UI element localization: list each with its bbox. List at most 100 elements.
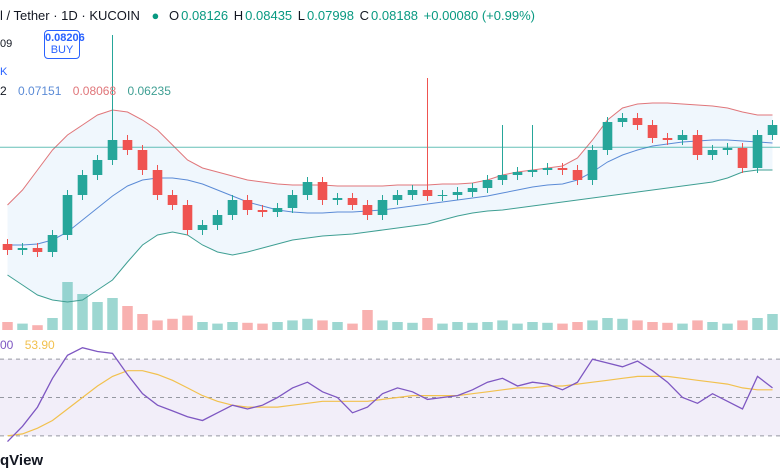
status-dot: ● (151, 8, 160, 23)
volume-bar (557, 323, 568, 330)
candle-body (377, 200, 388, 215)
side-label: 2 (0, 84, 7, 98)
candle-body (17, 248, 28, 250)
candle-body (437, 195, 448, 196)
volume-bar (392, 322, 403, 330)
volume-bar (497, 320, 508, 330)
candle-body (2, 244, 13, 250)
candle-body (662, 138, 673, 140)
candle-body (392, 195, 403, 200)
candle-body (242, 200, 253, 210)
candle-body (587, 150, 598, 180)
candle-body (542, 168, 553, 170)
buy-button[interactable]: 0.08206 BUY (44, 30, 85, 59)
volume-bar (107, 298, 118, 330)
candle-body (557, 168, 568, 170)
volume-bar (257, 323, 268, 330)
bb-value: 0.08068 (72, 84, 117, 98)
side-label: K (0, 66, 8, 78)
volume-bar (767, 314, 778, 330)
volume-bar (437, 323, 448, 330)
candle-body (677, 135, 688, 140)
candle-body (197, 225, 208, 230)
volume-bar (17, 323, 28, 330)
candle-body (647, 125, 658, 138)
candle-body (422, 190, 433, 196)
candle-body (77, 175, 88, 195)
volume-bar (272, 322, 283, 330)
candle-body (632, 118, 643, 125)
volume-bar (62, 282, 73, 330)
rsi-ma-line (7, 370, 773, 437)
candle-body (617, 118, 628, 122)
candle-body (32, 248, 43, 252)
volume-bar (332, 322, 343, 330)
candle-body (737, 148, 748, 168)
volume-bar (362, 310, 373, 330)
volume-bar (752, 318, 763, 330)
volume-bar (152, 320, 163, 330)
volume-bar (287, 320, 298, 330)
ohlc-value: 0.08126 (181, 8, 229, 23)
volume-bar (47, 318, 58, 330)
volume-bar (662, 322, 673, 330)
volume-bar (527, 322, 538, 330)
candle-body (527, 170, 538, 172)
volume-bar (242, 322, 253, 330)
volume-bar (602, 318, 613, 330)
candle-body (272, 208, 283, 212)
candle-body (497, 175, 508, 180)
candle-body (257, 210, 268, 212)
candle-body (212, 215, 223, 225)
buy-label: BUY (50, 44, 74, 56)
volume-bar (737, 320, 748, 330)
candle-body (407, 190, 418, 195)
bb-line (7, 102, 773, 206)
volume-bar (677, 323, 688, 330)
volume-bar (572, 322, 583, 330)
volume-bar (182, 315, 193, 330)
candle-body (452, 192, 463, 195)
candle-body (137, 150, 148, 170)
candle-body (152, 170, 163, 195)
volume-bar (197, 322, 208, 330)
candle-body (572, 170, 583, 180)
candle-body (482, 180, 493, 188)
volume-bar (422, 318, 433, 330)
volume-bar (137, 314, 148, 330)
symbol-title: l / Tether · 1D · KUCOIN (0, 8, 140, 23)
ohlc-value: 0.08188 (371, 8, 419, 23)
ohlc-letter: H (233, 8, 244, 23)
candle-body (182, 205, 193, 230)
buy-price: 0.08206 (45, 32, 85, 44)
volume-bar (377, 320, 388, 330)
volume-bar (722, 323, 733, 330)
volume-bar (32, 325, 43, 330)
bb-line (7, 139, 773, 246)
candle-body (107, 140, 118, 160)
candle-body (287, 195, 298, 208)
candle-body (332, 198, 343, 200)
volume-bar (692, 320, 703, 330)
volume-bar (587, 320, 598, 330)
candle-body (347, 198, 358, 205)
side-label: 09 (0, 38, 13, 50)
volume-bar (212, 323, 223, 330)
volume-bar (482, 322, 493, 330)
candle-body (692, 135, 703, 155)
ohlc-letter: L (297, 8, 306, 23)
volume-bar (467, 322, 478, 330)
candle-body (512, 172, 523, 175)
rsi-legend: 00 53.90 (0, 338, 57, 352)
volume-bar (302, 318, 313, 330)
candle-body (467, 188, 478, 192)
volume-bar (77, 294, 88, 330)
rsi-label: 53.90 (24, 338, 55, 352)
bb-value: 0.07151 (18, 84, 62, 98)
candle-body (362, 205, 373, 215)
rsi-line (7, 347, 773, 443)
volume-bar (452, 322, 463, 330)
candle-body (227, 200, 238, 215)
